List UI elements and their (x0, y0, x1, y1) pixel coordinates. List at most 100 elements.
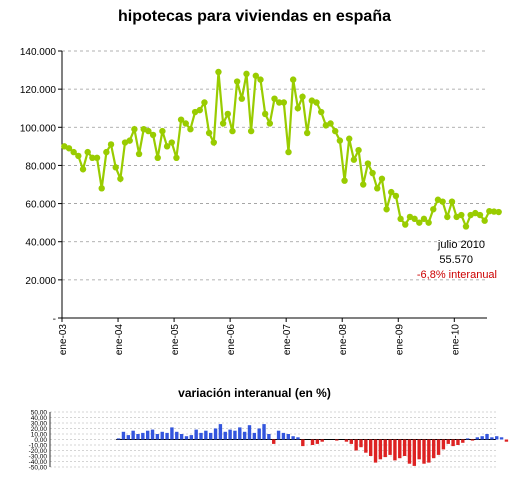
y-tick-label: 20.000 (25, 276, 56, 287)
data-point (495, 208, 502, 216)
data-point (65, 145, 73, 152)
y-tick-label: 120.000 (20, 85, 57, 96)
data-point (93, 154, 101, 161)
data-point (126, 137, 133, 144)
subchart-title: variación interanual (en %) (178, 386, 331, 400)
data-point (336, 137, 344, 144)
data-point (219, 120, 227, 127)
variation-bar (267, 434, 271, 440)
variation-bar (378, 439, 383, 460)
data-point (98, 185, 105, 192)
data-point (233, 78, 241, 85)
variation-bar (320, 439, 324, 442)
variation-bar (170, 427, 174, 440)
annotation-value: 55.570 (439, 254, 473, 266)
data-point (210, 139, 217, 146)
data-point (84, 148, 91, 156)
data-point (397, 215, 404, 223)
data-point (289, 76, 297, 83)
variation-bar (296, 437, 300, 440)
variation-bar (184, 436, 189, 440)
data-point (257, 76, 264, 83)
variation-bar (349, 439, 353, 444)
variation-bar (485, 434, 489, 440)
variation-bar (160, 431, 164, 440)
data-point (135, 150, 143, 158)
variation-bar (286, 434, 290, 440)
variation-bar (417, 439, 421, 460)
variation-bar (470, 439, 475, 441)
data-point (313, 99, 320, 106)
variation-bar (441, 439, 446, 450)
variation-bar (233, 430, 237, 440)
data-point (481, 217, 488, 224)
data-point (374, 185, 381, 192)
chart-title: hipotecas para viviendas en españa (117, 8, 391, 25)
variation-bar (247, 425, 252, 440)
variation-bar (368, 439, 373, 456)
data-point (355, 146, 362, 154)
data-point (462, 223, 470, 230)
bar-y-tick-label: -50,00 (29, 465, 48, 472)
bar-y-tick-label: 20,00 (31, 426, 48, 433)
variation-bar (354, 439, 358, 451)
variation-bar (136, 434, 140, 440)
data-point (388, 188, 395, 196)
variation-bar (276, 430, 281, 440)
data-point (275, 99, 283, 106)
variation-bar (398, 439, 402, 459)
variation-bar (427, 439, 431, 463)
bar-y-tick-label: 0,00 (34, 437, 47, 444)
variation-bar (257, 428, 261, 440)
data-point (247, 127, 255, 135)
variation-bar (393, 439, 397, 461)
variation-bar (315, 439, 320, 444)
variation-bar (155, 434, 160, 440)
data-point (196, 106, 203, 114)
annotation-period: julio 2010 (437, 239, 485, 251)
data-point (187, 125, 194, 133)
data-point (79, 166, 87, 173)
variation-bar (388, 439, 392, 455)
variation-bar (301, 439, 305, 447)
variation-bar (194, 429, 198, 440)
variation-bar (432, 439, 436, 459)
variation-bar (461, 439, 465, 443)
variation-bar (242, 431, 247, 440)
variation-bar (150, 429, 155, 440)
data-point (476, 211, 484, 219)
variation-bar (499, 437, 504, 440)
data-point (448, 198, 456, 205)
variation-bar (238, 427, 242, 440)
variation-bar (121, 431, 126, 440)
bar-y-tick-label: -10,00 (29, 443, 48, 450)
variation-bar (451, 439, 455, 447)
bar-y-tick-label: -40,00 (29, 459, 48, 466)
variation-bar (272, 439, 276, 444)
variation-bar (480, 436, 484, 440)
variation-bar (209, 432, 213, 440)
data-point (425, 219, 432, 226)
data-point (261, 110, 269, 118)
variation-bar (262, 424, 266, 440)
y-tick-label: 80.000 (25, 161, 56, 172)
data-point (341, 177, 348, 184)
data-point (201, 99, 208, 106)
data-point (252, 72, 260, 79)
x-tick-label: ene-05 (170, 324, 181, 356)
data-point (420, 215, 428, 223)
variation-bar (189, 435, 194, 440)
data-point (303, 129, 311, 137)
data-point (430, 206, 437, 213)
data-point (383, 206, 390, 213)
variation-bar (252, 432, 257, 440)
variation-bar (504, 439, 509, 442)
variation-bar (490, 437, 494, 440)
variation-bar (383, 439, 387, 458)
variation-bar (359, 439, 363, 448)
variation-bar (199, 432, 203, 440)
data-point (444, 213, 451, 221)
annotation-change: -6,8% interanual (416, 269, 497, 281)
y-tick-label: 140.000 (20, 47, 57, 58)
variation-bar (373, 439, 378, 463)
